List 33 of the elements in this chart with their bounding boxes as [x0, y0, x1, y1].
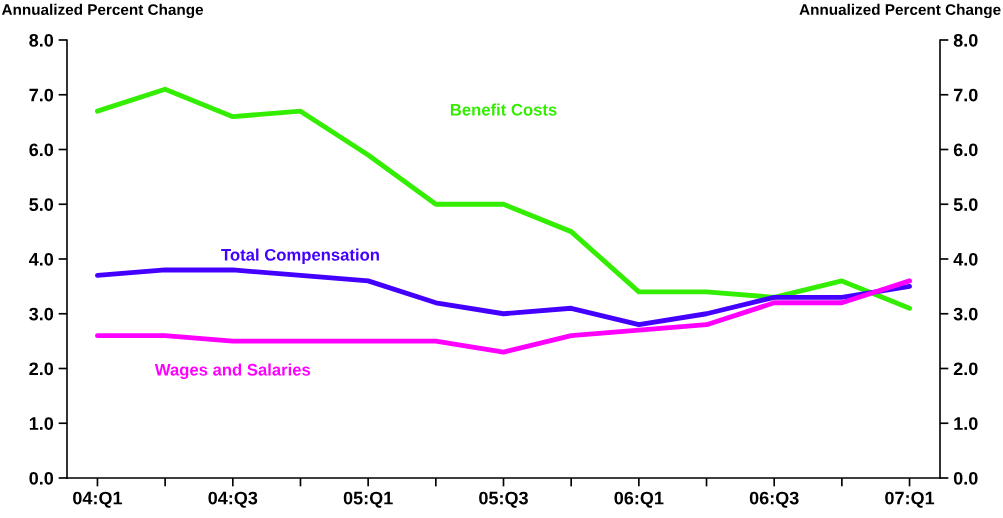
y-tick-label: 2.0 — [29, 362, 54, 376]
y2-tick-label: 7.0 — [953, 88, 978, 102]
y2-axis-title: Annualized Percent Change — [799, 3, 1001, 19]
y-tick-label: 1.0 — [29, 417, 54, 430]
x-tick-label: 04:Q3 — [208, 491, 258, 508]
y2-tick-label: 5.0 — [953, 198, 978, 211]
y-tick-label: 0.0 — [29, 471, 54, 485]
y-tick-label: 8.0 — [29, 33, 54, 47]
series-label: Wages and Salaries — [154, 363, 311, 380]
x-tick-label: 04:Q1 — [73, 491, 123, 508]
x-tick-label: 06:Q1 — [614, 491, 664, 508]
y-tick-label: 6.0 — [29, 143, 54, 157]
y2-tick-label: 2.0 — [953, 362, 978, 376]
x-tick-label: 07:Q1 — [885, 491, 935, 508]
x-tick-label: 06:Q3 — [749, 491, 799, 508]
y2-tick-label: 8.0 — [953, 33, 978, 47]
text: Benefit Costs — [450, 103, 557, 116]
y-tick-label: 5.0 — [29, 198, 54, 211]
x-tick-label: 05:Q3 — [479, 491, 528, 508]
y-axis-title: Annualized Percent Change — [1, 3, 204, 19]
x-tick-label: 05:Q1 — [343, 491, 393, 508]
series-label: Total Compensation — [221, 248, 379, 265]
y-tick-label: 4.0 — [28, 252, 54, 266]
line-series — [95, 267, 912, 328]
y2-tick-label: 1.0 — [954, 417, 978, 430]
line-series — [95, 86, 912, 311]
y2-tick-label: 6.0 — [953, 143, 978, 157]
y-tick-label: 3.0 — [29, 307, 54, 321]
y2-tick-label: 3.0 — [953, 307, 978, 321]
y-tick-label: 7.0 — [29, 88, 54, 102]
y2-tick-label: 4.0 — [953, 252, 978, 266]
line-series — [95, 278, 912, 355]
y2-tick-label: 0.0 — [953, 471, 978, 485]
